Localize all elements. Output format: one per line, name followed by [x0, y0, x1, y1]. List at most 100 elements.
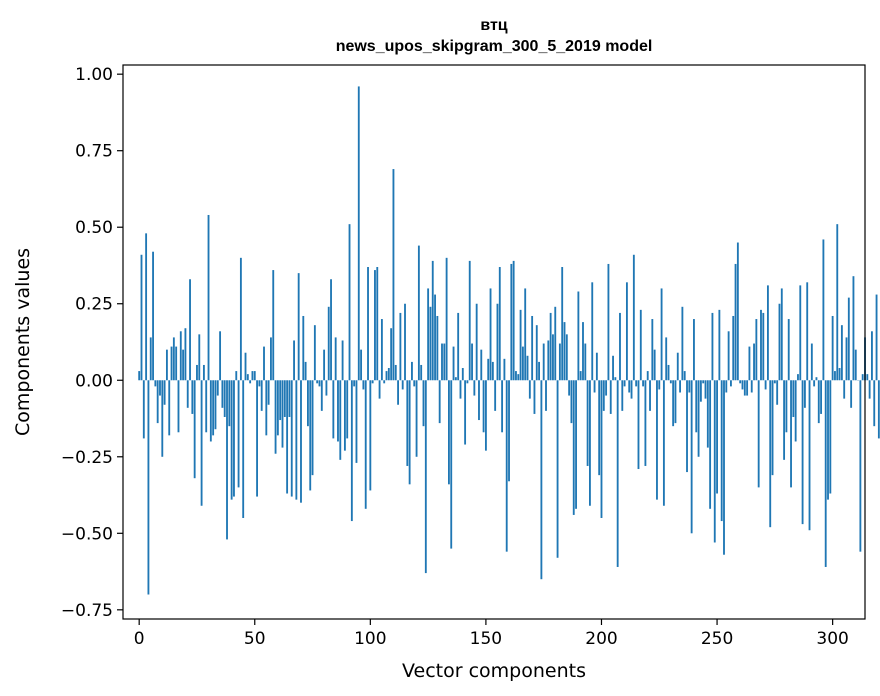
bar: [170, 346, 173, 381]
bar: [547, 340, 550, 381]
bar: [766, 285, 769, 381]
bar: [239, 257, 242, 381]
bar: [172, 337, 175, 381]
bar: [628, 380, 631, 393]
bar: [515, 371, 517, 381]
bar: [443, 343, 446, 381]
bar: [743, 380, 746, 396]
bar: [436, 315, 439, 381]
bar: [831, 315, 834, 381]
x-tick-label: 150: [470, 629, 502, 649]
bar: [450, 380, 453, 549]
bar: [808, 380, 811, 531]
bar: [790, 380, 792, 488]
bar: [186, 380, 189, 408]
bar: [778, 303, 781, 381]
bar: [843, 380, 846, 399]
bar: [561, 267, 564, 381]
bar: [584, 343, 587, 381]
bar: [394, 364, 397, 381]
bar: [764, 380, 767, 390]
bar: [392, 169, 395, 381]
bar: [845, 337, 848, 381]
bar: [302, 315, 305, 381]
bar: [270, 337, 272, 381]
bar: [424, 380, 427, 574]
bar: [538, 361, 540, 381]
bar: [337, 380, 339, 442]
bar: [797, 374, 799, 381]
chart-title-line-1: втц: [480, 17, 507, 34]
bar: [304, 361, 307, 381]
bar: [854, 349, 857, 381]
bar: [693, 319, 695, 381]
bar: [281, 380, 284, 448]
bar: [385, 371, 388, 381]
bar: [145, 233, 148, 381]
bar: [829, 380, 832, 494]
bar: [780, 288, 783, 381]
bar: [718, 309, 721, 381]
bar: [457, 312, 460, 381]
bar: [552, 334, 554, 381]
bar: [866, 374, 869, 381]
bar: [706, 380, 709, 448]
bar: [589, 380, 591, 506]
bar: [575, 380, 577, 509]
bar: [674, 380, 677, 424]
bar: [309, 380, 312, 491]
bar: [868, 380, 871, 399]
bar: [246, 374, 249, 381]
bar: [390, 328, 393, 381]
bar: [570, 380, 573, 424]
bar: [295, 380, 298, 500]
bar: [383, 380, 386, 384]
bar: [371, 380, 374, 384]
bar: [397, 380, 399, 405]
bar: [614, 377, 617, 381]
bar: [847, 297, 850, 381]
bar: [519, 309, 522, 381]
bar: [316, 380, 319, 384]
bar: [810, 343, 813, 381]
bar: [773, 380, 776, 384]
bar: [179, 331, 182, 381]
bar: [524, 288, 527, 381]
bar: [619, 312, 621, 381]
bar: [431, 260, 434, 381]
bar: [202, 364, 205, 381]
bar: [730, 380, 732, 387]
bar: [498, 267, 501, 381]
bar: [196, 364, 198, 381]
y-tick-label: 0.00: [75, 371, 113, 391]
bar: [776, 380, 779, 405]
bar: [672, 380, 675, 427]
bar: [480, 349, 483, 381]
bar: [445, 257, 448, 381]
bar: [787, 319, 790, 381]
bar: [720, 380, 723, 522]
bar: [320, 380, 323, 411]
bar: [297, 273, 300, 381]
bar: [242, 380, 245, 518]
bar: [154, 380, 157, 387]
bar: [448, 380, 450, 485]
bar: [233, 380, 235, 497]
bar: [290, 380, 293, 497]
bar: [401, 380, 404, 390]
bar: [200, 380, 203, 506]
bar: [699, 380, 702, 402]
bar: [494, 380, 497, 411]
bar: [205, 380, 208, 433]
bar: [871, 331, 873, 381]
bar: [475, 303, 478, 381]
bar: [350, 380, 353, 522]
bar: [836, 224, 839, 381]
y-tick-label: 1.00: [75, 65, 113, 85]
y-axis: 1.00 0.75 0.50 0.25 0.00 −0.25 −0.50 −0.75: [61, 65, 123, 621]
bar: [376, 267, 379, 381]
bar: [334, 337, 337, 381]
bar: [193, 380, 196, 479]
bar: [723, 380, 725, 555]
